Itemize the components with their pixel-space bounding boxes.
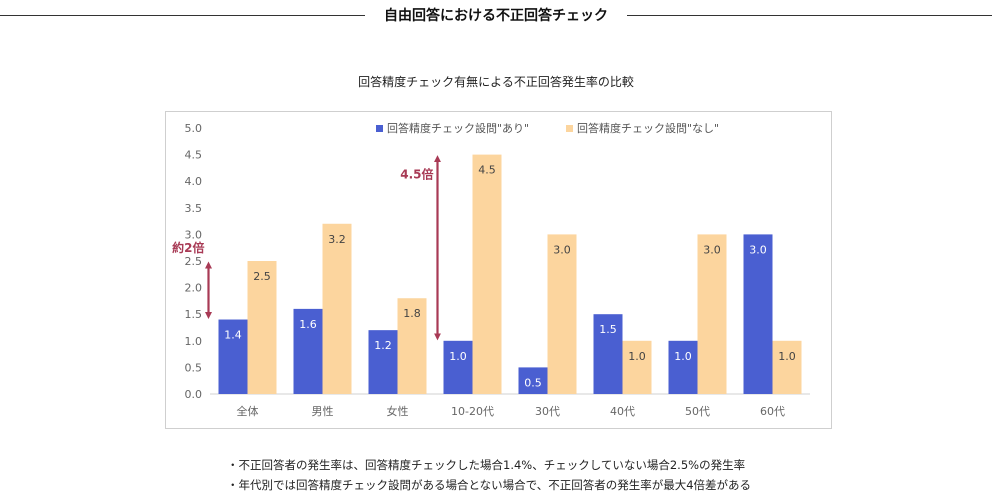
bar-series-0 [743,234,773,394]
section-header: 自由回答における不正回答チェック [0,5,992,25]
bar-series-1 [772,340,802,394]
bar-series-1 [472,154,502,394]
y-tick-label: 3.0 [185,228,203,241]
bar-series-0 [218,319,248,394]
legend-label: 回答精度チェック設問"あり" [387,121,529,135]
y-tick-label: 1.0 [185,335,203,348]
data-label: 2.5 [253,270,271,283]
header-rule-left [0,15,365,16]
x-tick-label: 50代 [685,405,710,418]
x-tick-label: 60代 [760,405,785,418]
bar-series-0 [368,330,398,394]
bar-series-1 [547,234,577,394]
x-tick-label: 男性 [312,404,334,418]
data-label: 3.0 [749,243,767,256]
y-tick-label: 2.5 [185,255,203,268]
annotation-label: 約2倍 [172,240,204,255]
bar-series-0 [518,367,548,394]
data-label: 1.5 [599,323,617,336]
header-rule-right [627,15,992,16]
legend-label: 回答精度チェック設問"なし" [577,121,719,135]
data-label: 3.2 [328,233,346,246]
bar-series-1 [322,223,352,394]
x-tick-label: 30代 [535,405,560,418]
data-label: 1.2 [374,339,392,352]
y-tick-label: 3.5 [185,202,203,215]
data-label: 1.6 [299,318,317,331]
y-tick-label: 0.5 [185,361,203,374]
data-label: 0.5 [524,376,542,389]
data-label: 4.5 [478,164,496,177]
y-tick-label: 4.5 [185,149,203,162]
data-label: 3.0 [703,243,721,256]
section-title: 自由回答における不正回答チェック [370,8,622,24]
x-tick-label: 全体 [237,404,259,418]
chart-frame: 0.0 0.5 1.0 1.5 2.0 2.5 3.0 3.5 4.0 4.5 5.0 1.4 2.5 全… [165,111,832,429]
data-label: 1.0 [674,350,692,363]
bar-series-0 [443,340,473,394]
annotation-label: 4.5倍 [400,167,433,182]
data-label: 1.0 [628,350,646,363]
data-label: 1.8 [403,307,421,320]
data-label: 1.4 [224,329,242,342]
bar-series-0 [593,314,623,394]
bar-series-1 [622,340,652,394]
bar-series-1 [697,234,727,394]
data-label: 1.0 [778,350,796,363]
legend-swatch [566,125,573,132]
data-label: 3.0 [553,243,571,256]
bar-series-1 [397,298,427,394]
x-tick-label: 10-20代 [451,405,494,418]
chart-title: 回答精度チェック有無による不正回答発生率の比較 [358,75,634,89]
x-tick-label: 40代 [610,405,635,418]
y-tick-label: 1.5 [185,308,203,321]
y-tick-label: 4.0 [185,175,203,188]
y-tick-label: 0.0 [185,388,203,401]
note-item: ・不正回答者の発生率は、回答精度チェックした場合1.4%、チェックしていない場合… [227,458,746,472]
y-tick-label: 2.0 [185,282,203,295]
data-label: 1.0 [449,350,467,363]
notes: ・不正回答者の発生率は、回答精度チェックした場合1.4%、チェックしていない場合… [227,455,751,495]
legend-swatch [376,125,383,132]
x-tick-label: 女性 [387,404,409,418]
bar-series-0 [293,308,323,394]
bar-series-0 [668,340,698,394]
bar-chart: 0.0 0.5 1.0 1.5 2.0 2.5 3.0 3.5 4.0 4.5 5.0 1.4 2.5 全… [172,121,810,418]
note-item: ・年代別では回答精度チェック設問がある場合とない場合で、不正回答者の発生率が最大… [227,478,752,492]
y-tick-label: 5.0 [185,122,203,135]
bar-series-1 [247,261,277,394]
